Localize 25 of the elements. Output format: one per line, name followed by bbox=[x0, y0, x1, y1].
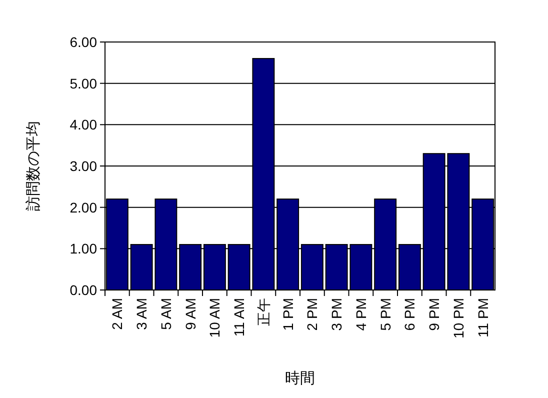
x-tick-label: 11 PM bbox=[474, 298, 491, 338]
y-tick-label: 3.00 bbox=[70, 158, 98, 174]
y-tick-label: 4.00 bbox=[70, 116, 98, 133]
x-tick-label: 6 PM bbox=[402, 298, 418, 331]
y-tick-label: 1.00 bbox=[70, 240, 98, 257]
x-tick-label: 4 PM bbox=[352, 298, 369, 331]
x-axis-title: 時間 bbox=[285, 370, 315, 387]
x-tick-label: 9 AM bbox=[182, 298, 198, 330]
x-tick-label: 3 AM bbox=[134, 298, 150, 330]
x-tick-label: 11 AM bbox=[231, 298, 248, 337]
x-tick-label: 5 AM bbox=[158, 298, 174, 330]
x-tick-label: 10 AM bbox=[206, 298, 223, 338]
x-tick-label: 3 PM bbox=[328, 298, 345, 331]
x-tick-label: 1 PM bbox=[280, 298, 296, 331]
y-tick-label: 2.00 bbox=[70, 199, 98, 216]
x-tick-label: 2 AM bbox=[109, 298, 126, 330]
x-tick-label: 9 PM bbox=[426, 298, 442, 331]
x-tick-label: 2 PM bbox=[304, 298, 320, 331]
x-tick-label: 正午 bbox=[255, 298, 272, 326]
y-tick-label: 0.00 bbox=[70, 282, 98, 298]
x-tick-label: 10 PM bbox=[450, 298, 466, 338]
y-tick-label: 5.00 bbox=[70, 75, 98, 92]
x-tick-label: 5 PM bbox=[377, 298, 394, 331]
y-axis-title: 訪問数の平均 bbox=[25, 121, 42, 211]
y-tick-label: 6.00 bbox=[70, 34, 98, 50]
